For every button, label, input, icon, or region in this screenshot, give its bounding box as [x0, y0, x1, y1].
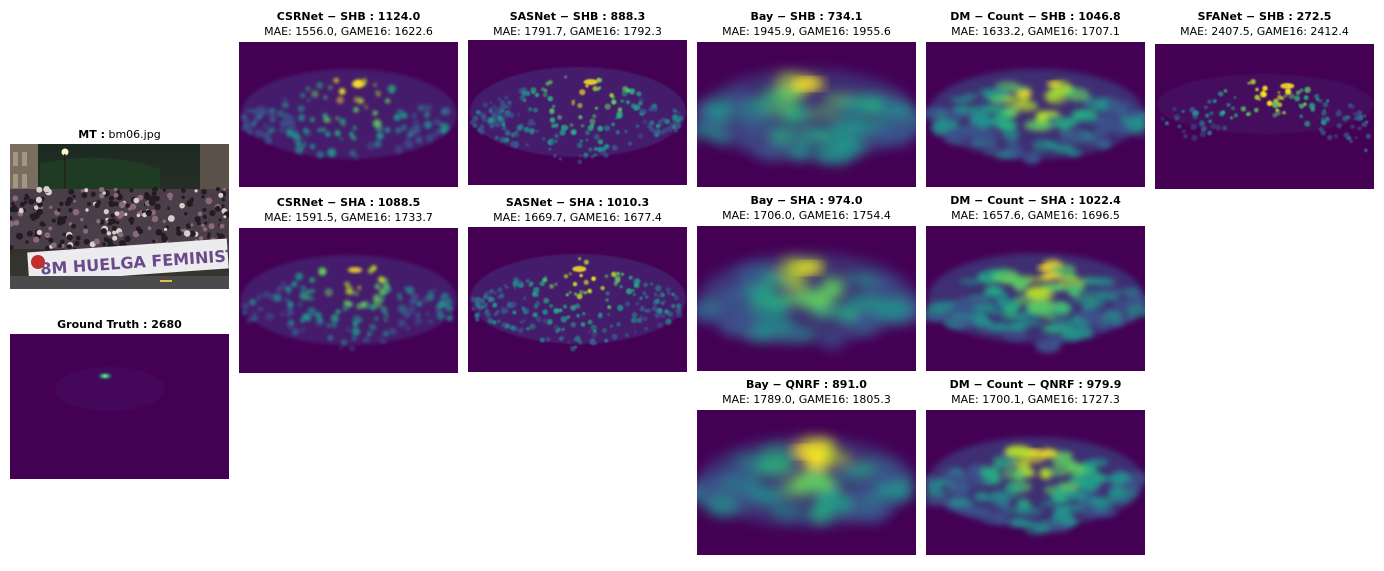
dmcount-shb-metrics: MAE: 1633.2, GAME16: 1707.1 — [951, 25, 1120, 38]
sfanet-shb-title: SFANet − SHB : 272.5 — [1197, 10, 1332, 23]
ground-truth-title: Ground Truth : 2680 — [57, 318, 182, 331]
sfanet-shb-metrics: MAE: 2407.5, GAME16: 2412.4 — [1180, 25, 1349, 38]
dmcount-sha-density-map — [926, 226, 1145, 371]
ground-truth-density-map — [10, 334, 229, 479]
crowd-photo: 8M HUELGA FEMINISTA — [10, 144, 229, 289]
csrnet-shb-density-map — [239, 42, 458, 187]
bay-shb-title: Bay − SHB : 734.1 — [750, 10, 863, 23]
dmcount-qnrf-density-map — [926, 410, 1145, 555]
bay-shb-metrics: MAE: 1945.9, GAME16: 1955.6 — [722, 25, 891, 38]
bay-sha-density-map — [697, 226, 916, 371]
csrnet-sha-density-map — [239, 228, 458, 373]
bay-qnrf-metrics: MAE: 1789.0, GAME16: 1805.3 — [722, 393, 891, 406]
bay-qnrf-density-map — [697, 410, 916, 555]
dmcount-sha-metrics: MAE: 1657.6, GAME16: 1696.5 — [951, 209, 1120, 222]
photo-title: MT : bm06.jpg — [10, 128, 229, 141]
photo-title-label: MT : — [78, 128, 105, 141]
sasnet-shb-title: SASNet − SHB : 888.3 — [509, 10, 646, 23]
dmcount-qnrf-title: DM − Count − QNRF : 979.9 — [949, 378, 1122, 391]
sasnet-sha-title: SASNet − SHA : 1010.3 — [505, 196, 650, 209]
bay-qnrf-title: Bay − QNRF : 891.0 — [746, 378, 867, 391]
bay-shb-density-map — [697, 42, 916, 187]
sasnet-sha-metrics: MAE: 1669.7, GAME16: 1677.4 — [493, 211, 662, 224]
sasnet-shb-density-map — [468, 40, 687, 185]
bay-sha-title: Bay − SHA : 974.0 — [750, 194, 863, 207]
csrnet-sha-metrics: MAE: 1591.5, GAME16: 1733.7 — [264, 211, 433, 224]
bay-sha-metrics: MAE: 1706.0, GAME16: 1754.4 — [722, 209, 891, 222]
dmcount-shb-density-map — [926, 42, 1145, 187]
photo-title-filename: bm06.jpg — [104, 128, 161, 141]
dmcount-shb-title: DM − Count − SHB : 1046.8 — [950, 10, 1121, 23]
sfanet-shb-density-map — [1155, 44, 1374, 189]
csrnet-shb-title: CSRNet − SHB : 1124.0 — [276, 10, 421, 23]
sasnet-shb-metrics: MAE: 1791.7, GAME16: 1792.3 — [493, 25, 662, 38]
csrnet-sha-title: CSRNet − SHA : 1088.5 — [276, 196, 421, 209]
dmcount-sha-title: DM − Count − SHA : 1022.4 — [950, 194, 1121, 207]
csrnet-shb-metrics: MAE: 1556.0, GAME16: 1622.6 — [264, 25, 433, 38]
sasnet-sha-density-map — [468, 227, 687, 372]
dmcount-qnrf-metrics: MAE: 1700.1, GAME16: 1727.3 — [951, 393, 1120, 406]
